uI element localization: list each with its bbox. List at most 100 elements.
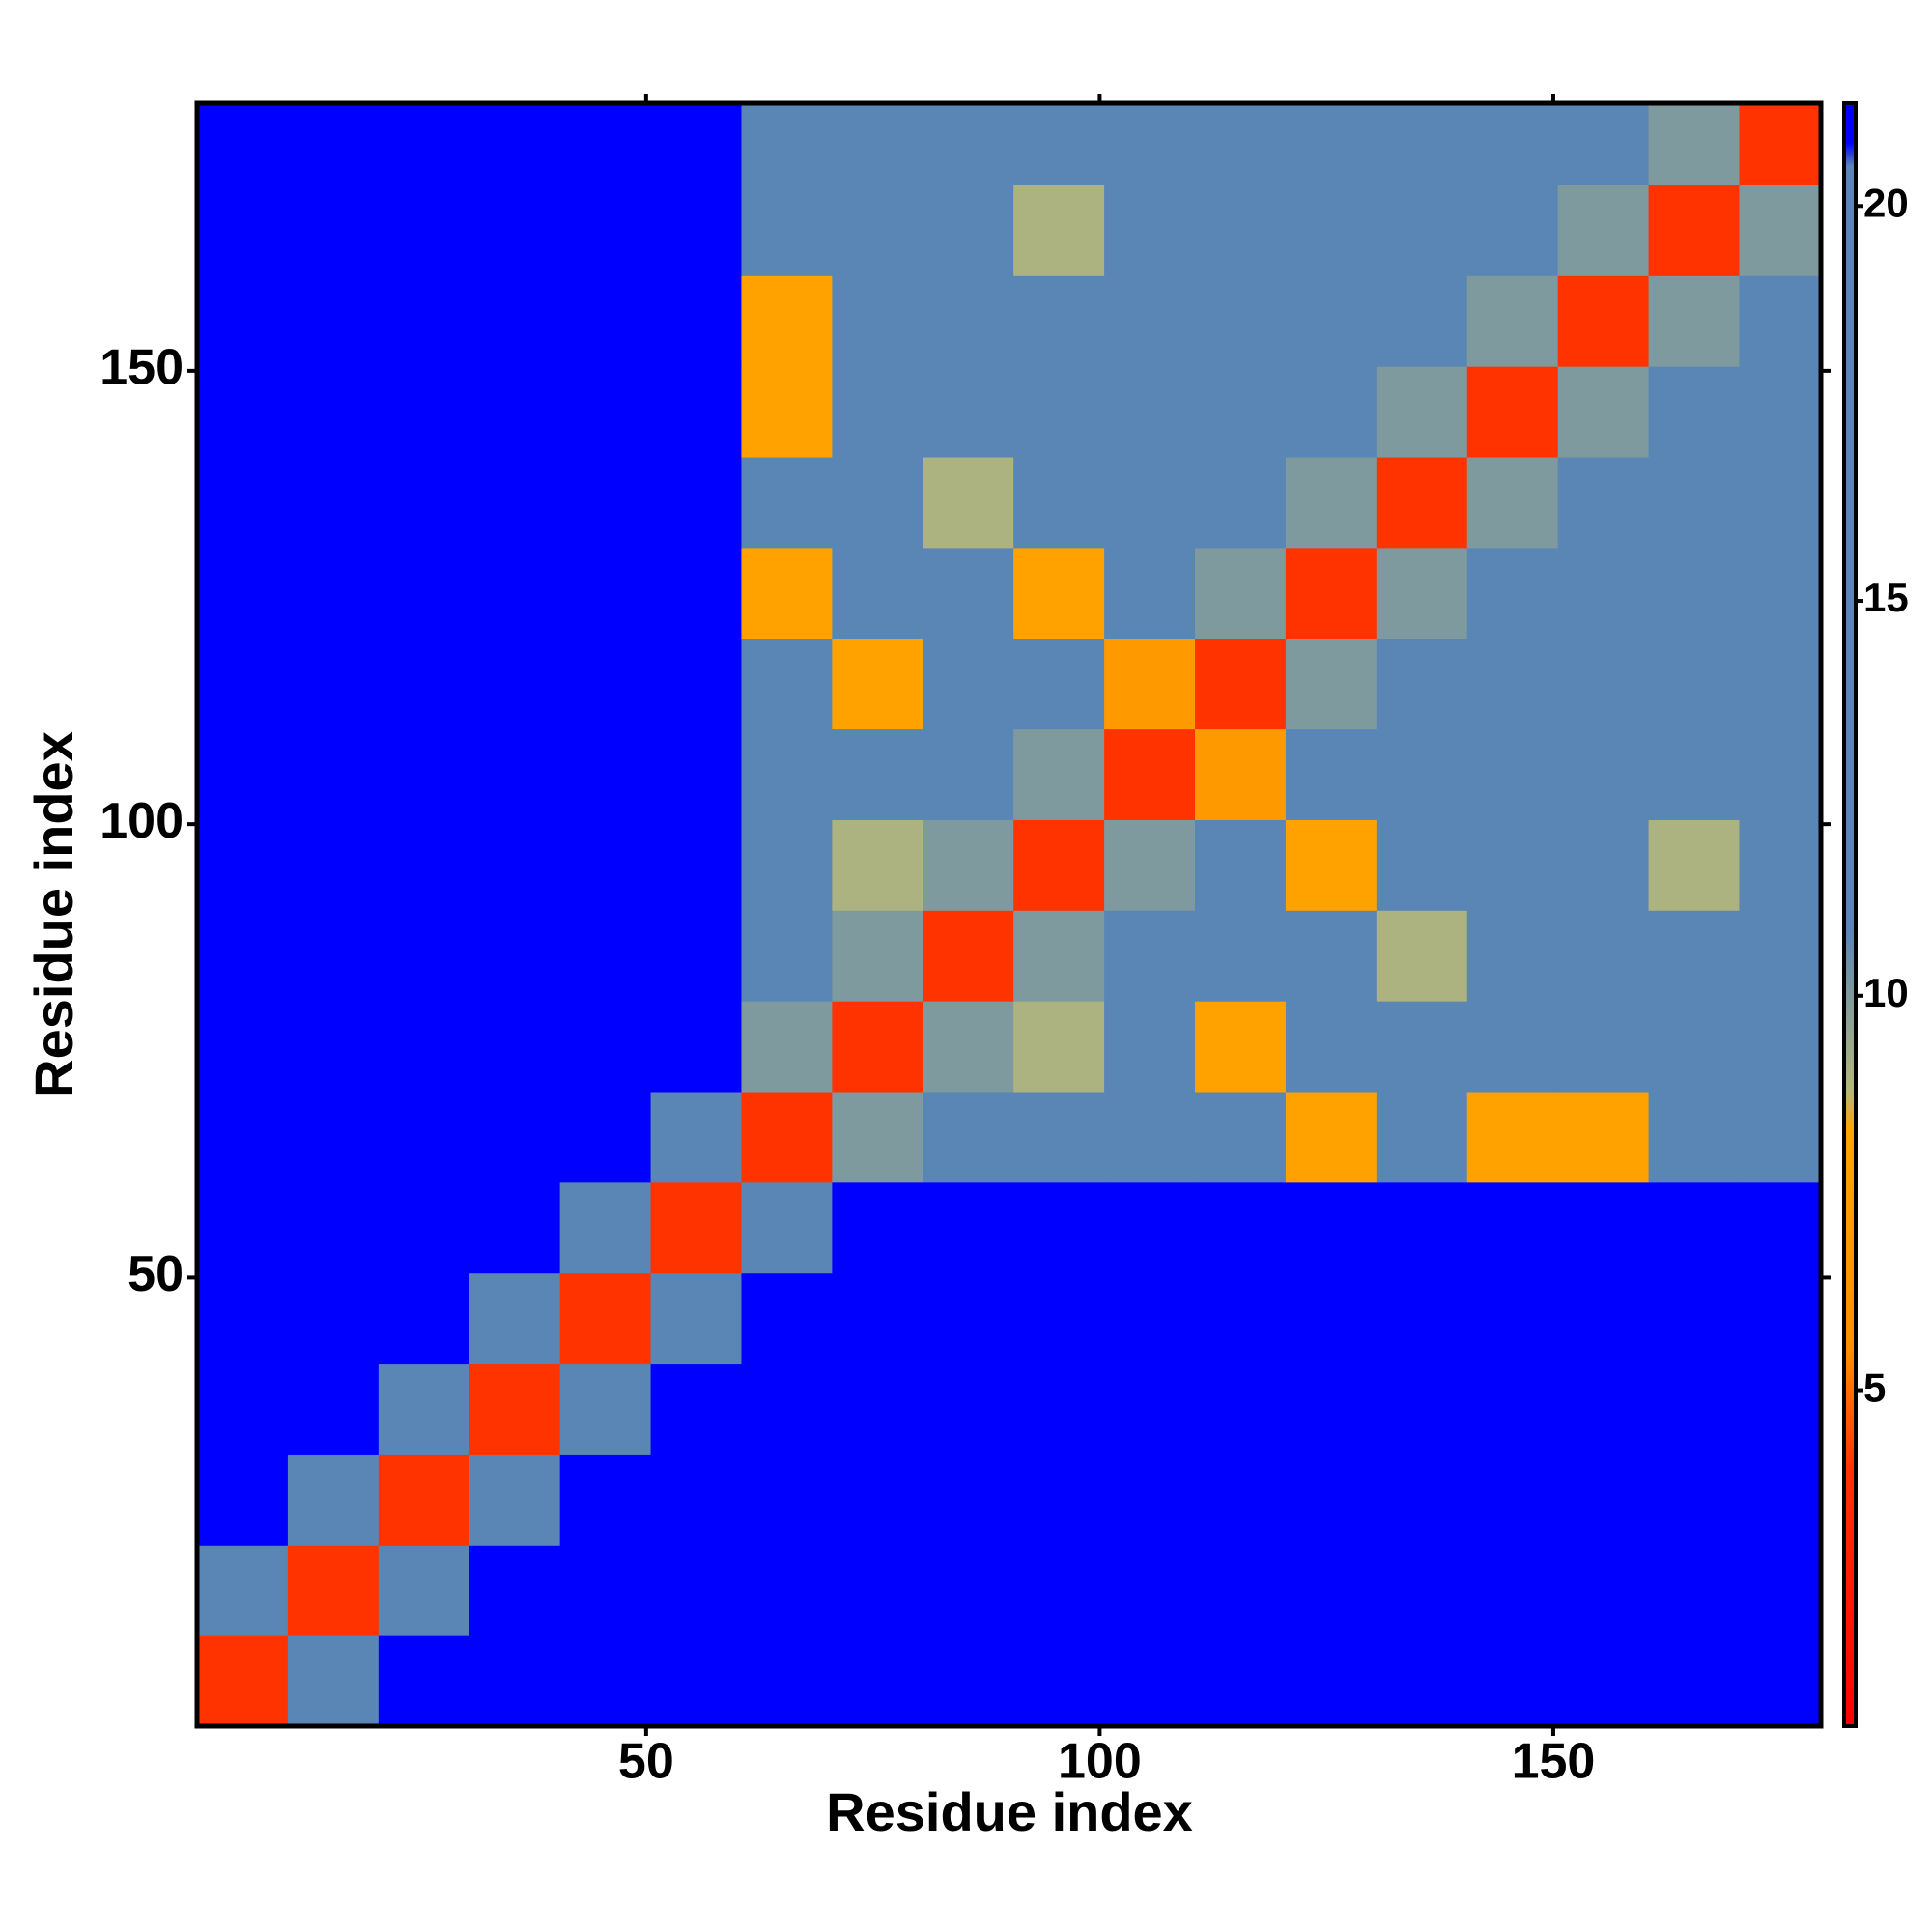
heatmap-cell — [832, 1363, 923, 1455]
heatmap-cell — [469, 819, 561, 911]
heatmap-cell — [1104, 728, 1196, 820]
heatmap-cell — [1739, 638, 1822, 730]
heatmap-cell — [559, 275, 652, 367]
x-tick-label: 150 — [1512, 1734, 1596, 1790]
heatmap-cell — [287, 638, 380, 730]
heatmap-cell — [469, 1545, 561, 1636]
heatmap-cell — [559, 1272, 652, 1365]
heatmap-cell — [741, 1272, 833, 1365]
heatmap-cell — [741, 366, 833, 458]
heatmap-cell — [469, 366, 561, 458]
heatmap-cell — [650, 1001, 742, 1093]
heatmap-cell — [1195, 366, 1287, 458]
heatmap-cell — [1648, 1363, 1740, 1455]
heatmap-cell — [1013, 1181, 1105, 1274]
heatmap-cell — [1466, 1545, 1559, 1636]
heatmap-cell — [378, 103, 470, 185]
heatmap-cell — [1648, 547, 1740, 639]
heatmap-cell — [469, 1272, 561, 1365]
heatmap-cell — [1285, 1272, 1378, 1365]
heatmap-cell — [469, 1092, 561, 1183]
x-axis-title: Residue index — [826, 1781, 1193, 1842]
heatmap-cell — [1739, 366, 1822, 458]
heatmap-cell — [1285, 547, 1378, 639]
heatmap-cell — [469, 1454, 561, 1546]
heatmap-cell — [1739, 1545, 1822, 1636]
heatmap-cell — [1013, 1635, 1105, 1727]
heatmap-cell — [1376, 1635, 1468, 1727]
colorbar — [1842, 101, 1858, 1728]
heatmap-cell — [287, 819, 380, 911]
heatmap-cell — [1557, 638, 1650, 730]
heatmap-cell — [1739, 103, 1822, 185]
heatmap-cell — [1285, 275, 1378, 367]
heatmap-cell — [923, 1092, 1014, 1183]
heatmap-cell — [741, 1181, 833, 1274]
heatmap-cell — [1648, 1545, 1740, 1636]
heatmap-cell — [1739, 1363, 1822, 1455]
heatmap-cell — [1557, 1181, 1650, 1274]
heatmap-cell — [1557, 1272, 1650, 1365]
heatmap-cell — [1739, 185, 1822, 276]
heatmap-cell — [287, 185, 380, 276]
heatmap-cell — [1557, 910, 1650, 1002]
heatmap-cell — [650, 1363, 742, 1455]
heatmap-cell — [1376, 366, 1468, 458]
heatmap-cell — [469, 275, 561, 367]
heatmap-cell — [741, 1092, 833, 1183]
heatmap-cell — [197, 728, 289, 820]
heatmap-cell — [1285, 1092, 1378, 1183]
heatmap-cell — [1557, 547, 1650, 639]
heatmap-cell — [1285, 1545, 1378, 1636]
heatmap-cell — [1195, 1363, 1287, 1455]
heatmap-cell — [1648, 1272, 1740, 1365]
heatmap-cell — [1195, 910, 1287, 1002]
heatmap-cell — [197, 638, 289, 730]
heatmap-cell — [1648, 1092, 1740, 1183]
heatmap-cell — [559, 819, 652, 911]
heatmap-cell — [1648, 728, 1740, 820]
heatmap-cell — [469, 547, 561, 639]
heatmap-cell — [741, 1001, 833, 1093]
heatmap-cell — [1466, 275, 1559, 367]
heatmap-cell — [559, 728, 652, 820]
heatmap-cell — [378, 638, 470, 730]
heatmap-cell — [1376, 819, 1468, 911]
heatmap-cell — [650, 457, 742, 549]
heatmap-cell — [832, 185, 923, 276]
heatmap-cell — [469, 1001, 561, 1093]
heatmap-cell — [1195, 638, 1287, 730]
heatmap-cell — [1466, 1092, 1559, 1183]
heatmap-cell — [1376, 1001, 1468, 1093]
heatmap-cell — [650, 1272, 742, 1365]
heatmap-cell — [1739, 728, 1822, 820]
heatmap-cell — [1195, 728, 1287, 820]
heatmap-cell — [1466, 457, 1559, 549]
heatmap-cell — [378, 1181, 470, 1274]
heatmap-cell — [923, 638, 1014, 730]
heatmap-cell — [1376, 1363, 1468, 1455]
heatmap-cell — [1648, 185, 1740, 276]
heatmap-cell — [1285, 366, 1378, 458]
heatmap-cell — [378, 1635, 470, 1727]
heatmap-cell — [1466, 1272, 1559, 1365]
heatmap-cell — [1104, 103, 1196, 185]
heatmap-cell — [1285, 819, 1378, 911]
heatmap-cell — [832, 728, 923, 820]
heatmap-cell — [650, 1545, 742, 1636]
heatmap-cell — [1557, 819, 1650, 911]
x-tick-label: 50 — [618, 1734, 674, 1790]
heatmap-cell — [559, 1545, 652, 1636]
heatmap-cell — [1466, 728, 1559, 820]
heatmap-cell — [1013, 1454, 1105, 1546]
heatmap-cell — [287, 1635, 380, 1727]
heatmap-cell — [197, 103, 289, 185]
colorbar-tick-label: 15 — [1863, 575, 1909, 620]
heatmap-cell — [650, 1635, 742, 1727]
heatmap-cell — [1104, 910, 1196, 1002]
heatmap-cell — [1195, 457, 1287, 549]
heatmap-cell — [378, 910, 470, 1002]
heatmap-cell — [923, 819, 1014, 911]
y-tick-label: 100 — [99, 793, 184, 849]
heatmap-cell — [1285, 1454, 1378, 1546]
